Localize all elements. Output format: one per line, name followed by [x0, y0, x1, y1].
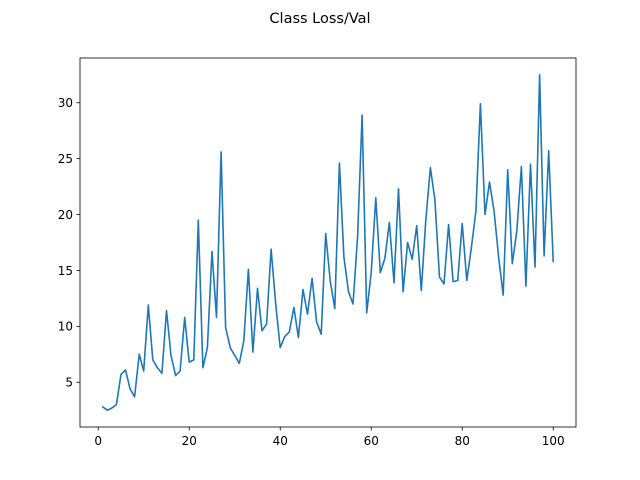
y-tick-label: 30	[58, 96, 73, 110]
y-tick-label: 5	[65, 376, 73, 390]
y-tick-label: 25	[58, 152, 73, 166]
x-tick-label: 20	[182, 434, 197, 448]
y-tick-label: 15	[58, 264, 73, 278]
x-tick-label: 0	[94, 434, 102, 448]
y-tick-label: 20	[58, 208, 73, 222]
x-tick-label: 60	[364, 434, 379, 448]
x-tick-label: 100	[542, 434, 565, 448]
chart-title: Class Loss/Val	[269, 11, 370, 27]
ticks-layer: 0 20 40 60 80 100 5 10 15 20 25 30	[58, 96, 565, 448]
x-tick-label: 80	[455, 434, 470, 448]
y-tick-label: 10	[58, 320, 73, 334]
series-line	[101, 74, 555, 412]
plot-frame	[79, 57, 577, 428]
x-tick-label: 40	[273, 434, 288, 448]
